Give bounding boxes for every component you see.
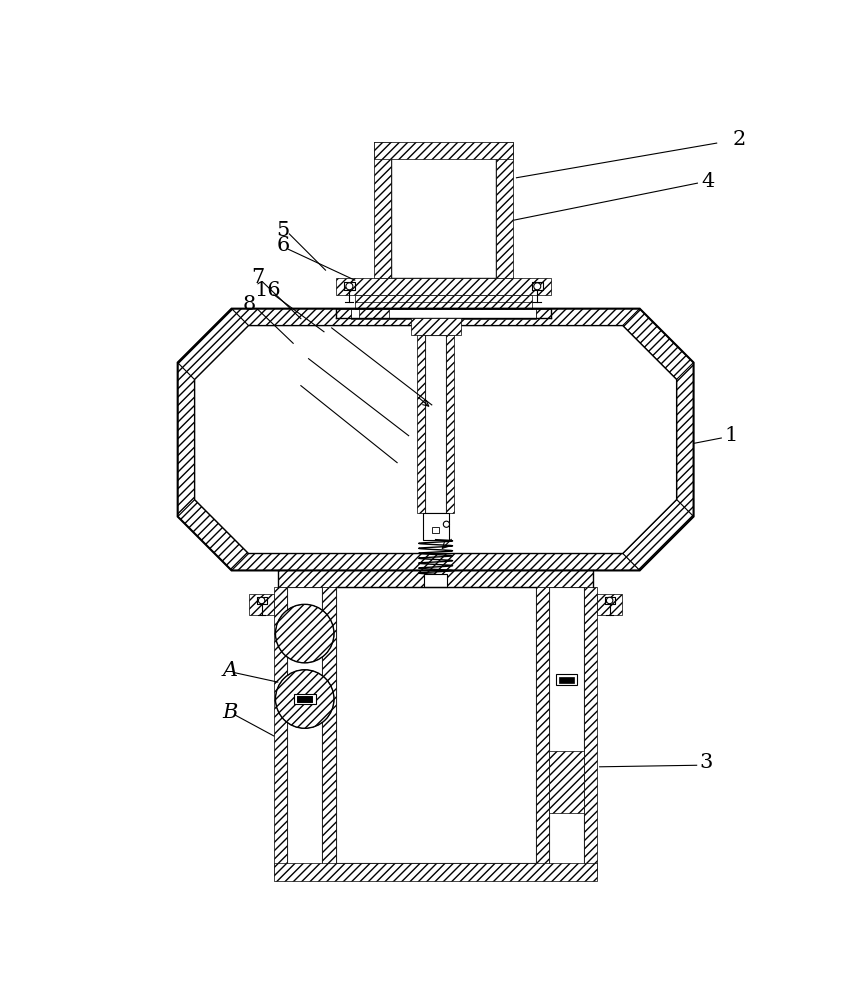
Text: A: A — [223, 661, 237, 680]
Circle shape — [444, 521, 450, 527]
Bar — [274, 863, 598, 881]
Bar — [344, 282, 355, 290]
Bar — [425, 335, 446, 513]
Text: 16: 16 — [255, 281, 281, 300]
Bar — [374, 142, 513, 158]
Text: 8: 8 — [243, 295, 257, 314]
Bar — [604, 597, 615, 604]
Bar — [294, 694, 315, 704]
Bar — [336, 587, 536, 863]
Bar — [344, 282, 355, 290]
Bar — [598, 594, 622, 615]
Text: B: B — [223, 703, 238, 722]
Bar — [558, 677, 575, 683]
Bar — [274, 587, 287, 875]
Bar — [532, 282, 543, 290]
Bar — [556, 674, 577, 685]
Text: 6: 6 — [276, 236, 290, 255]
Bar — [496, 142, 513, 278]
Text: 4: 4 — [701, 172, 715, 191]
Bar — [536, 587, 549, 875]
Bar — [391, 143, 496, 278]
Bar — [278, 570, 593, 587]
Circle shape — [258, 597, 265, 604]
Bar — [354, 295, 532, 309]
Text: 5: 5 — [276, 221, 290, 240]
Bar — [424, 574, 447, 587]
Bar — [287, 587, 322, 875]
Polygon shape — [178, 309, 248, 379]
Bar — [297, 696, 313, 702]
Polygon shape — [178, 363, 195, 517]
Bar — [432, 527, 439, 533]
Circle shape — [606, 597, 613, 604]
Bar — [336, 309, 351, 318]
Polygon shape — [178, 500, 248, 570]
Bar — [536, 309, 551, 318]
Bar — [422, 513, 450, 540]
Polygon shape — [195, 326, 677, 554]
Polygon shape — [231, 309, 640, 326]
Circle shape — [346, 283, 353, 290]
Circle shape — [275, 670, 334, 728]
Bar — [297, 696, 313, 702]
Bar — [336, 278, 551, 295]
Bar — [249, 594, 274, 615]
Bar — [322, 587, 336, 875]
Bar — [604, 597, 615, 604]
Bar — [549, 587, 584, 875]
Polygon shape — [623, 500, 694, 570]
Bar — [257, 597, 267, 604]
Polygon shape — [623, 309, 694, 379]
Bar — [374, 142, 391, 278]
Polygon shape — [195, 326, 677, 554]
Bar — [446, 335, 454, 513]
Bar — [417, 335, 425, 513]
Polygon shape — [677, 363, 694, 517]
Bar — [532, 282, 543, 290]
Bar — [351, 309, 536, 319]
Bar — [584, 587, 598, 875]
Bar — [257, 597, 267, 604]
Polygon shape — [231, 554, 640, 570]
Text: 3: 3 — [700, 753, 713, 772]
Text: 1: 1 — [724, 426, 738, 445]
Bar — [411, 318, 461, 335]
Text: 2: 2 — [732, 130, 745, 149]
Circle shape — [275, 604, 334, 663]
Bar — [549, 751, 584, 813]
Bar — [360, 309, 388, 318]
Circle shape — [534, 283, 541, 290]
Text: 7: 7 — [251, 268, 264, 287]
